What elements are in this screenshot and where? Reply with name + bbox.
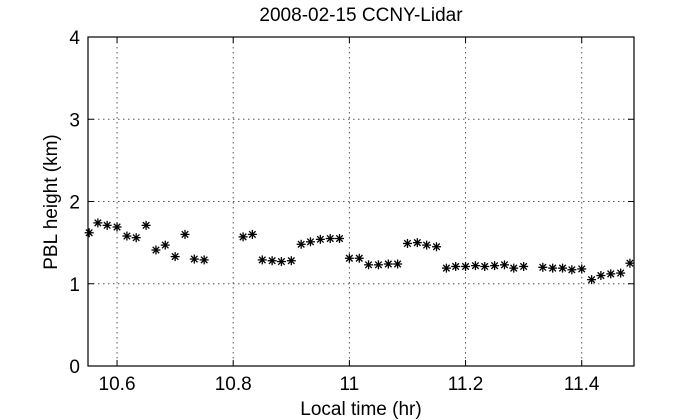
x-axis-label: Local time (hr)	[300, 399, 421, 420]
data-point	[247, 229, 257, 239]
data-point	[112, 222, 122, 232]
x-tick-label: 11.2	[448, 374, 484, 395]
data-point	[102, 220, 112, 230]
data-point	[587, 275, 597, 285]
data-point	[305, 237, 315, 247]
data-point	[577, 264, 587, 274]
data-point	[441, 263, 451, 273]
data-point	[325, 234, 335, 244]
ticks-layer	[88, 36, 634, 367]
x-tick-label: 10.6	[99, 374, 136, 395]
data-point	[151, 245, 161, 255]
data-point	[383, 259, 393, 269]
data-point	[286, 256, 296, 266]
data-point	[238, 232, 248, 242]
data-point	[480, 261, 490, 271]
data-point	[141, 220, 151, 230]
y-tick-label: 1	[69, 275, 80, 296]
data-point	[596, 271, 606, 281]
data-point	[373, 260, 383, 270]
data-point	[519, 261, 529, 271]
data-point	[267, 256, 277, 266]
data-point	[558, 263, 568, 273]
data-point	[616, 268, 626, 278]
data-point	[170, 252, 180, 262]
data-point	[160, 240, 170, 250]
y-tick-label: 0	[69, 357, 80, 378]
data-point	[432, 242, 442, 252]
y-tick-label: 3	[69, 110, 80, 131]
points-layer	[84, 218, 635, 285]
data-point	[625, 258, 635, 268]
data-point	[131, 233, 141, 243]
y-tick-label: 4	[69, 28, 80, 49]
data-point	[490, 261, 500, 271]
y-tick-label: 2	[69, 193, 80, 214]
data-point	[257, 255, 267, 265]
data-point	[364, 260, 374, 270]
data-point	[335, 234, 345, 244]
data-point	[189, 254, 199, 264]
grid-layer	[88, 37, 634, 366]
data-point	[451, 261, 461, 271]
y-axis-label: PBL height (km)	[41, 134, 62, 270]
data-point	[93, 218, 103, 228]
data-point	[122, 231, 132, 241]
data-point	[470, 261, 480, 271]
data-point	[509, 263, 519, 273]
x-tick-label: 11	[340, 374, 360, 395]
data-point	[412, 238, 422, 248]
x-tick-label: 11.4	[564, 374, 600, 395]
data-point	[354, 253, 364, 263]
data-point	[180, 229, 190, 239]
data-point	[422, 240, 432, 250]
tick-labels-layer: 10.6 10.8 11 11.2 11.4 0 1 2 3 4	[69, 28, 600, 395]
chart-title: 2008-02-15 CCNY-Lidar	[259, 5, 463, 26]
data-point	[606, 269, 616, 279]
data-point	[199, 255, 209, 265]
x-tick-label: 10.8	[215, 374, 252, 395]
data-point	[461, 261, 471, 271]
data-point	[402, 238, 412, 248]
data-point	[276, 257, 286, 267]
data-point	[84, 228, 94, 238]
data-point	[499, 260, 509, 270]
data-point	[296, 239, 306, 249]
data-point	[344, 253, 354, 263]
data-point	[548, 263, 558, 273]
plot-frame	[87, 36, 635, 367]
data-point	[315, 234, 325, 244]
data-point	[538, 262, 548, 272]
data-point	[567, 265, 577, 275]
data-point	[393, 259, 403, 269]
